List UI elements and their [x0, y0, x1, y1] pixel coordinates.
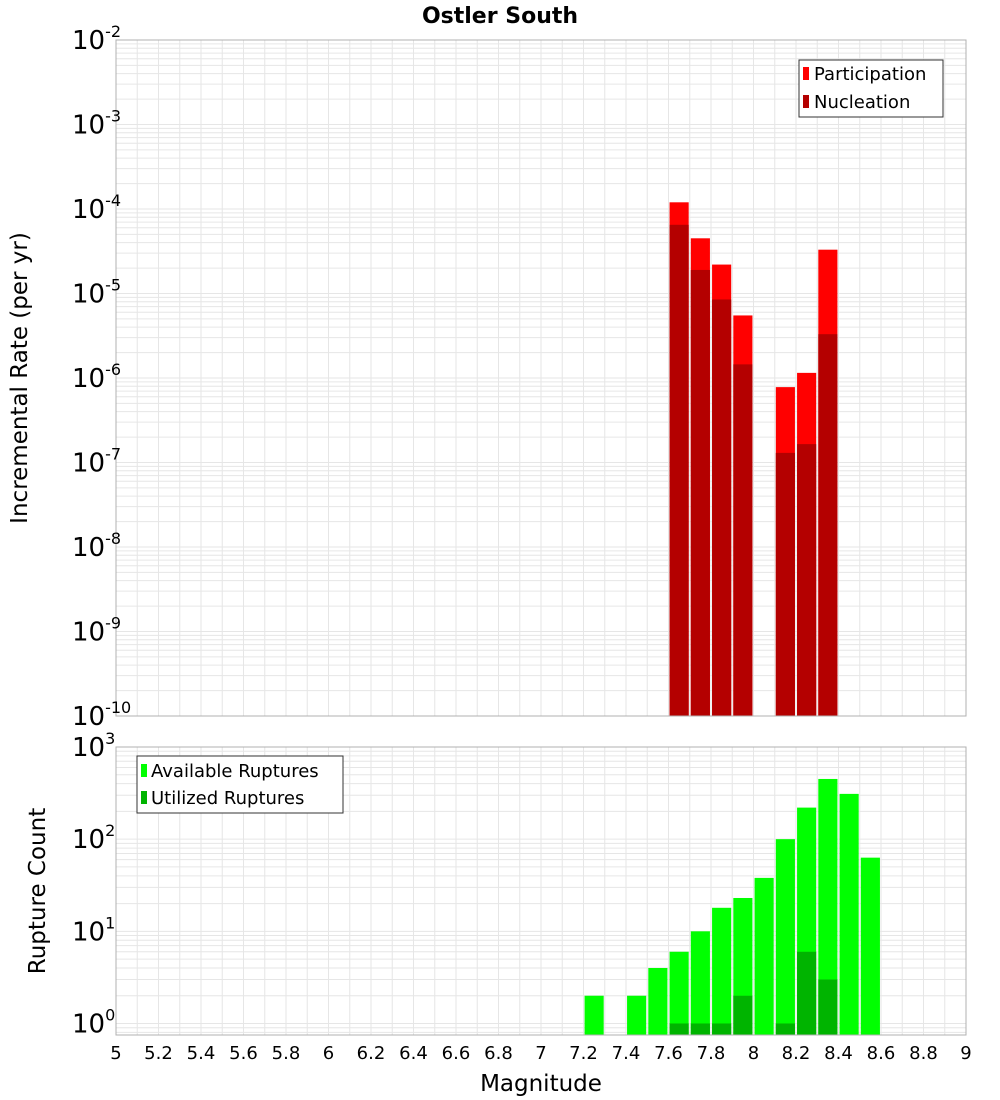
available-ruptures-bar — [690, 931, 710, 1035]
magnitude-x-tick-label: 6.2 — [357, 1043, 386, 1064]
nucleation-bar — [797, 444, 817, 716]
participation-legend-swatch — [803, 67, 809, 80]
available-ruptures-bar — [627, 995, 647, 1035]
nucleation-bar — [775, 452, 795, 716]
magnitude-x-tick-label: 7.2 — [569, 1043, 598, 1064]
count-y-tick-label: 103 — [72, 729, 115, 763]
nucleation-bar — [690, 269, 710, 716]
rate-y-tick-exponent: -4 — [105, 191, 121, 210]
available-ruptures-bar — [712, 907, 732, 1035]
count-y-tick-exponent: 2 — [105, 821, 115, 840]
rate-y-tick-label: 10-3 — [72, 107, 121, 141]
magnitude-x-tick-label: 5 — [110, 1043, 121, 1064]
nucleation-legend-swatch — [803, 95, 809, 108]
rate-y-axis-label: Incremental Rate (per yr) — [7, 232, 33, 524]
utilized-ruptures-bar — [690, 1023, 710, 1035]
available-ruptures-bar — [584, 995, 604, 1035]
magnitude-x-tick-label: 7.6 — [654, 1043, 683, 1064]
rate-y-tick-exponent: -9 — [105, 614, 121, 633]
magnitude-x-tick-label: 5.2 — [144, 1043, 173, 1064]
available-ruptures-bar — [669, 951, 689, 1035]
magnitude-x-tick-label: 5.4 — [187, 1043, 216, 1064]
magnitude-x-tick-label: 6.8 — [484, 1043, 513, 1064]
rate-bars — [669, 202, 838, 717]
magnitude-x-tick-label: 7 — [535, 1043, 546, 1064]
nucleation-bar — [669, 224, 689, 716]
available-legend-label: Available Ruptures — [151, 761, 319, 782]
magnitude-x-ticks: 5 5.2 5.4 5.6 5.8 6 6.2 6.4 6.6 6.8 7 7.2 7.4 7.6 7.8 8… — [110, 1043, 971, 1064]
magnitude-x-tick-label: 8.2 — [782, 1043, 811, 1064]
rate-y-tick-label: 10-8 — [72, 529, 121, 563]
rate-y-tick-label: 10-2 — [72, 22, 121, 56]
magnitude-x-tick-label: 6.4 — [399, 1043, 428, 1064]
rate-y-tick-label: 10-5 — [72, 276, 121, 310]
utilized-ruptures-bar — [818, 979, 838, 1035]
magnitude-x-tick-label: 7.4 — [612, 1043, 641, 1064]
magnitude-x-tick-label: 5.8 — [272, 1043, 301, 1064]
rate-y-tick-label: 10-6 — [72, 360, 121, 394]
utilized-ruptures-bar — [669, 1023, 689, 1035]
count-y-tick-label: 101 — [72, 913, 115, 947]
count-legend: Available Ruptures Utilized Ruptures — [136, 755, 344, 814]
utilized-ruptures-bar — [797, 951, 817, 1035]
count-plot-frame — [115, 746, 967, 1036]
rate-y-tick-label: 10-9 — [72, 614, 121, 648]
rate-y-tick-exponent: -2 — [105, 22, 121, 41]
participation-legend-label: Participation — [814, 64, 926, 85]
utilized-ruptures-bar — [775, 1023, 795, 1035]
nucleation-bar — [818, 334, 838, 716]
nucleation-legend-label: Nucleation — [814, 92, 910, 113]
rate-y-tick-exponent: -3 — [105, 107, 121, 126]
available-ruptures-bar — [754, 877, 774, 1035]
magnitude-x-tick-label: 6.6 — [442, 1043, 471, 1064]
available-ruptures-bar — [818, 778, 838, 1035]
nucleation-bar — [733, 364, 753, 716]
rate-legend: Participation Nucleation — [798, 59, 944, 118]
rate-y-tick-label: 10-4 — [72, 191, 121, 225]
nucleation-bar — [712, 299, 732, 716]
rate-y-tick-label: 10-10 — [72, 698, 131, 732]
x-axis-label: Magnitude — [480, 1071, 602, 1097]
count-y-tick-exponent: 3 — [105, 729, 115, 748]
magnitude-x-tick-label: 7.8 — [697, 1043, 726, 1064]
count-legend-box — [136, 755, 344, 814]
available-ruptures-bar — [860, 857, 880, 1035]
rate-y-tick-exponent: -6 — [105, 360, 121, 379]
count-y-tick-label: 102 — [72, 821, 115, 855]
available-ruptures-bar — [648, 967, 668, 1035]
rate-y-tick-label: 10-7 — [72, 445, 121, 479]
available-ruptures-bar — [775, 839, 795, 1035]
available-legend-swatch — [141, 764, 147, 777]
count-y-axis-label: Rupture Count — [25, 808, 51, 974]
utilized-ruptures-bar — [733, 995, 753, 1035]
utilized-legend-swatch — [141, 791, 147, 804]
chart-title: Ostler South — [422, 4, 578, 29]
magnitude-x-tick-label: 8.8 — [909, 1043, 938, 1064]
rate-plot-frame — [115, 39, 967, 717]
rate-gridlines — [115, 40, 967, 717]
rate-panel: 10-2 10-3 10-4 10-5 10-6 10-7 10-8 10-9 10-10 In… — [7, 22, 967, 732]
count-y-tick-label: 100 — [72, 1005, 115, 1039]
rate-y-tick-exponent: -8 — [105, 529, 121, 548]
rate-y-tick-exponent: -5 — [105, 276, 121, 295]
magnitude-x-tick-label: 6 — [323, 1043, 334, 1064]
utilized-ruptures-bar — [712, 1023, 732, 1035]
count-y-tick-exponent: 1 — [105, 913, 115, 932]
available-ruptures-bar — [839, 793, 859, 1035]
magnitude-x-tick-label: 9 — [960, 1043, 971, 1064]
count-y-tick-exponent: 0 — [105, 1005, 115, 1024]
rate-y-tick-exponent: -10 — [105, 698, 131, 717]
rate-legend-box — [798, 59, 944, 118]
magnitude-x-tick-label: 8 — [748, 1043, 759, 1064]
count-bars — [584, 778, 880, 1035]
magnitude-x-tick-label: 8.4 — [824, 1043, 853, 1064]
magnitude-x-tick-label: 5.6 — [229, 1043, 258, 1064]
rate-y-tick-exponent: -7 — [105, 445, 121, 464]
utilized-legend-label: Utilized Ruptures — [151, 788, 304, 809]
magnitude-x-tick-label: 8.6 — [867, 1043, 896, 1064]
